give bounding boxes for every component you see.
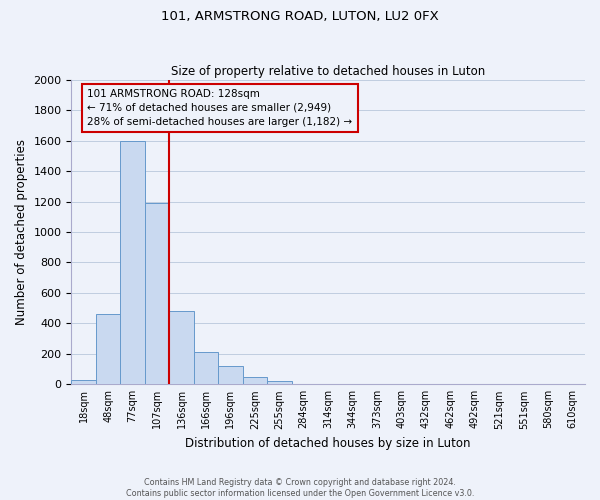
Bar [145, 203, 169, 384]
Bar [121, 140, 145, 384]
Text: 101, ARMSTRONG ROAD, LUTON, LU2 0FX: 101, ARMSTRONG ROAD, LUTON, LU2 0FX [161, 10, 439, 23]
Bar [194, 352, 218, 384]
Bar [71, 380, 96, 384]
Bar [267, 382, 292, 384]
Text: Contains HM Land Registry data © Crown copyright and database right 2024.
Contai: Contains HM Land Registry data © Crown c… [126, 478, 474, 498]
Title: Size of property relative to detached houses in Luton: Size of property relative to detached ho… [171, 66, 485, 78]
Bar [242, 376, 267, 384]
X-axis label: Distribution of detached houses by size in Luton: Distribution of detached houses by size … [185, 437, 471, 450]
Bar [218, 366, 242, 384]
Y-axis label: Number of detached properties: Number of detached properties [15, 139, 28, 325]
Text: 101 ARMSTRONG ROAD: 128sqm
← 71% of detached houses are smaller (2,949)
28% of s: 101 ARMSTRONG ROAD: 128sqm ← 71% of deta… [87, 89, 352, 127]
Bar [96, 314, 121, 384]
Bar [169, 311, 194, 384]
